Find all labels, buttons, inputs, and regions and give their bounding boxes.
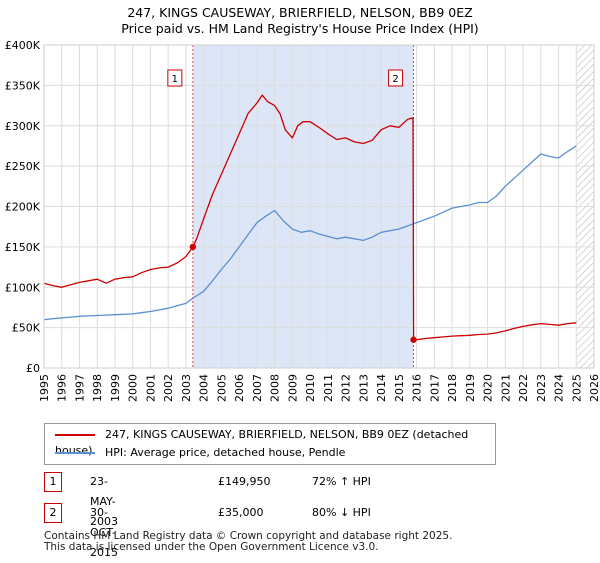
x-tick-label: 1999 — [109, 374, 122, 402]
sale-point — [189, 243, 197, 251]
x-tick-label: 2003 — [180, 374, 193, 402]
legend-item-hpi: HPI: Average price, detached house, Pend… — [55, 445, 345, 461]
transaction-hpi: 72% ↑ HPI — [312, 475, 371, 488]
transaction-badge: 2 — [44, 503, 62, 523]
y-tick-label: £150K — [5, 241, 41, 254]
x-tick-label: 1996 — [56, 374, 69, 402]
y-tick-label: £50K — [12, 322, 41, 335]
footer-copyright: Contains HM Land Registry data © Crown c… — [44, 530, 453, 542]
price-chart: 1 2 £0 £50K £100K £150K £200K £250K £300K £350K £4… — [5, 39, 600, 402]
x-tick-label: 2011 — [322, 374, 335, 402]
x-tick-label: 2007 — [251, 374, 264, 402]
x-tick-label: 2005 — [215, 374, 228, 402]
legend-swatch-hpi — [55, 452, 95, 454]
y-tick-label: £300K — [5, 120, 41, 133]
x-tick-label: 2016 — [411, 374, 424, 402]
sale-point — [410, 336, 417, 343]
y-tick-label: £250K — [5, 160, 41, 173]
x-tick-label: 2009 — [286, 374, 299, 402]
plot-frame — [43, 44, 595, 369]
legend: 247, KINGS CAUSEWAY, BRIERFIELD, NELSON,… — [44, 423, 496, 465]
chart-title: 247, KINGS CAUSEWAY, BRIERFIELD, NELSON,… — [127, 5, 473, 20]
legend-item-property: 247, KINGS CAUSEWAY, BRIERFIELD, NELSON,… — [55, 427, 495, 457]
x-tick-label: 2017 — [428, 374, 441, 402]
x-tick-label: 2012 — [340, 374, 353, 402]
x-tick-label: 2013 — [357, 374, 370, 402]
x-tick-label: 2021 — [499, 374, 512, 402]
x-tick-label: 2024 — [553, 374, 566, 402]
legend-label-hpi: HPI: Average price, detached house, Pend… — [105, 446, 346, 459]
x-tick-label: 2023 — [535, 374, 548, 402]
y-tick-label: £100K — [5, 281, 41, 294]
transaction-price: £149,950 — [218, 475, 271, 488]
x-tick-label: 2022 — [517, 374, 530, 402]
sale-marker-box — [388, 69, 404, 87]
x-tick-label: 2001 — [144, 374, 157, 402]
x-tick-label: 1995 — [38, 374, 51, 402]
x-tick-label: 2019 — [464, 374, 477, 402]
x-tick-label: 2018 — [446, 374, 459, 402]
sale-marker-label: 2 — [392, 74, 398, 85]
transaction-date: 30-OCT-2015 — [90, 506, 118, 559]
x-tick-label: 1997 — [73, 374, 86, 402]
x-tick-label: 2015 — [393, 374, 406, 402]
x-tick-label: 2014 — [375, 374, 388, 402]
x-tick-label: 2002 — [162, 374, 175, 402]
property-price-line — [43, 94, 577, 341]
hpi-line — [43, 145, 577, 321]
x-tick-label: 2008 — [269, 374, 282, 402]
y-tick-label: £350K — [5, 79, 41, 92]
y-tick-label: £200K — [5, 201, 41, 214]
x-tick-label: 2025 — [570, 374, 583, 402]
sale-marker-box — [167, 69, 183, 87]
x-tick-label: 2000 — [127, 374, 140, 402]
footer-license: This data is licensed under the Open Gov… — [44, 541, 379, 553]
transaction-hpi: 80% ↓ HPI — [312, 506, 371, 519]
transaction-date: 23-MAY-2003 — [90, 475, 118, 528]
x-tick-label: 2010 — [304, 374, 317, 402]
footer: Contains HM Land Registry data © Crown c… — [44, 531, 452, 553]
chart-subtitle: Price paid vs. HM Land Registry's House … — [121, 21, 479, 36]
x-tick-label: 2020 — [482, 374, 495, 402]
y-tick-label: £0 — [26, 362, 40, 375]
transaction-badge: 1 — [44, 472, 62, 492]
x-tick-label: 1998 — [91, 374, 104, 402]
sale-marker-label: 1 — [172, 74, 178, 85]
x-tick-label: 2026 — [588, 374, 600, 402]
x-tick-label: 2006 — [233, 374, 246, 402]
y-tick-label: £400K — [5, 39, 41, 52]
transaction-price: £35,000 — [218, 506, 264, 519]
x-tick-label: 2004 — [198, 374, 211, 402]
legend-swatch-property — [55, 434, 95, 436]
